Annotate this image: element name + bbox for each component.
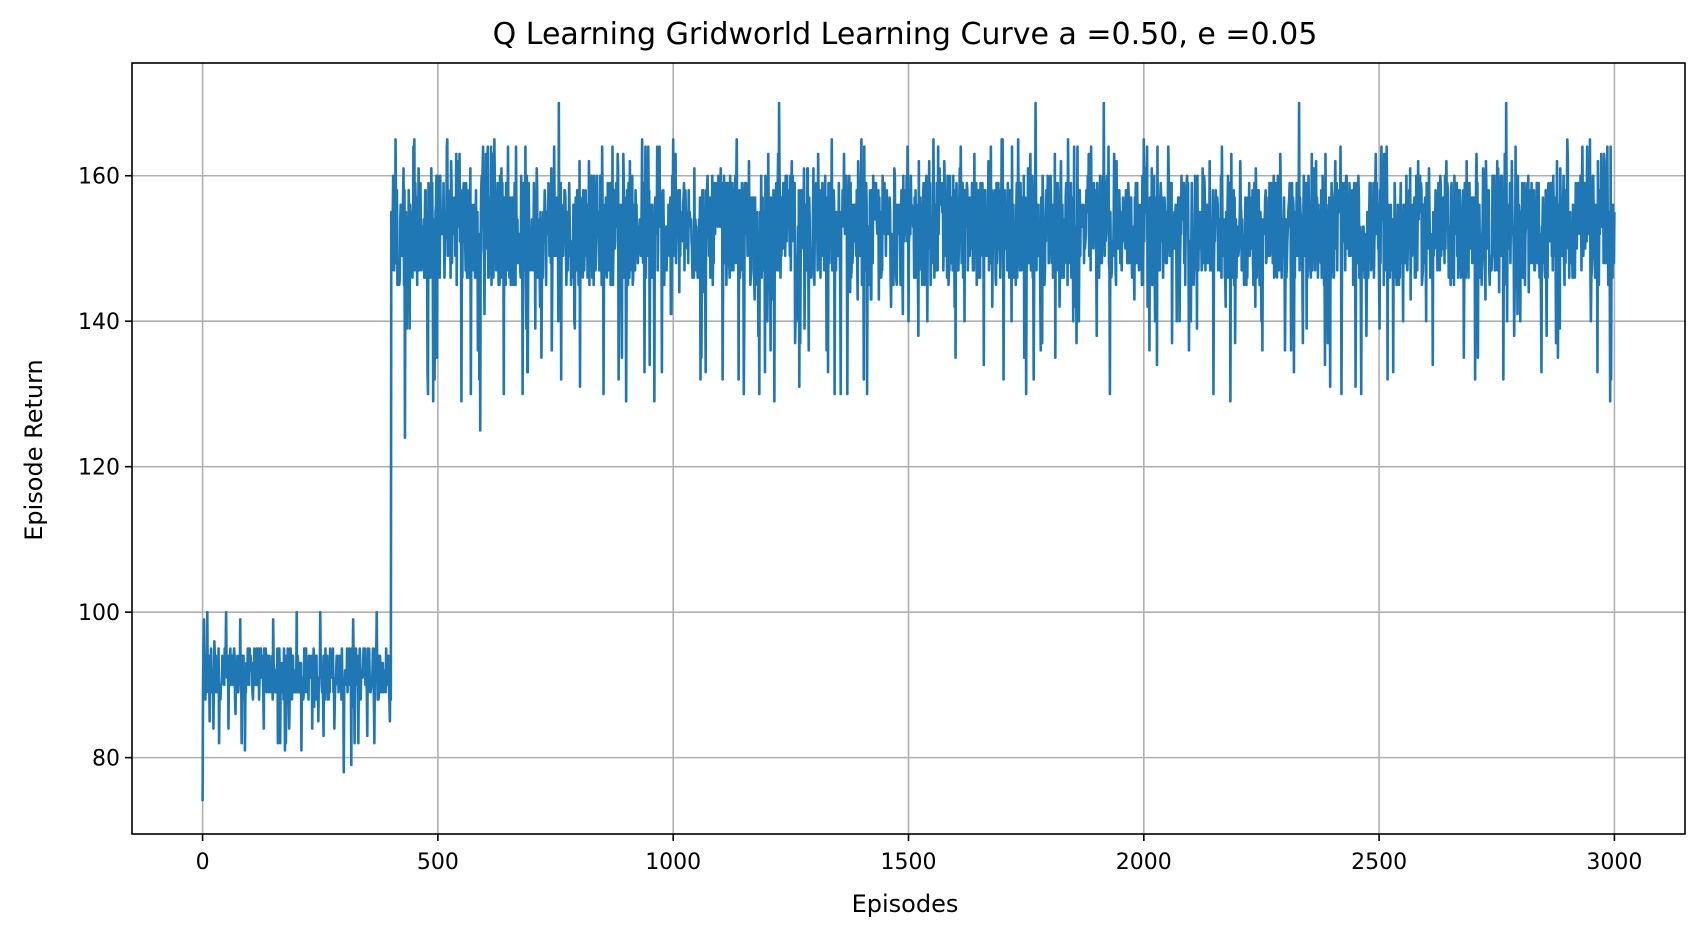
- x-tick-label: 1500: [881, 850, 937, 875]
- x-tick-label: 0: [196, 850, 210, 875]
- y-tick-label: 140: [78, 310, 120, 335]
- data-series: [201, 101, 1616, 802]
- x-tick-label: 500: [417, 850, 459, 875]
- x-tick-label: 2500: [1351, 850, 1407, 875]
- y-tick-label: 100: [78, 601, 120, 626]
- series-line: [201, 101, 1616, 802]
- axis-ticks: 0 500 1000 1500 2000 2500 3000 80 100 120 140 160: [78, 165, 1642, 875]
- x-tick-label: 1000: [645, 850, 701, 875]
- y-axis-label: Episode Return: [20, 359, 48, 541]
- chart-title: Q Learning Gridworld Learning Curve a =0…: [493, 17, 1318, 52]
- y-tick-label: 160: [78, 165, 120, 190]
- y-tick-label: 80: [92, 747, 120, 772]
- y-tick-label: 120: [78, 456, 120, 481]
- x-tick-label: 3000: [1586, 850, 1642, 875]
- x-tick-label: 2000: [1116, 850, 1172, 875]
- x-axis-label: Episodes: [852, 890, 959, 918]
